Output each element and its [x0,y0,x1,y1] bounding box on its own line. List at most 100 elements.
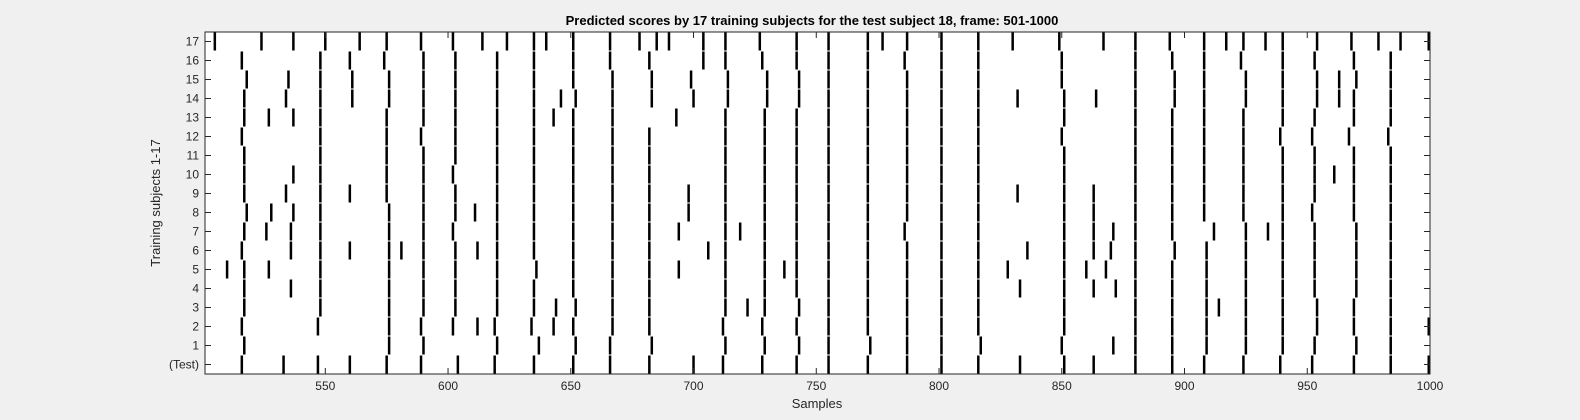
score-mark [571,279,575,298]
score-mark [1315,317,1319,336]
score-mark [761,51,764,70]
score-mark [940,317,943,336]
score-mark [454,70,457,89]
score-mark [692,89,695,108]
score-mark [1202,70,1206,89]
score-mark [866,89,870,108]
score-mark [905,355,909,374]
score-mark [537,336,541,355]
score-mark [611,222,614,241]
score-mark [1281,146,1284,165]
score-mark [1315,89,1319,108]
score-mark [532,184,536,203]
score-mark [1333,165,1336,184]
score-mark [1202,51,1206,70]
score-mark [977,184,980,203]
score-mark [648,355,651,374]
score-mark [240,127,244,146]
score-mark [243,165,246,184]
score-mark [905,165,909,184]
score-mark [1281,241,1284,260]
score-mark [977,127,980,146]
score-mark [758,32,762,51]
score-mark [940,336,943,355]
score-mark [608,32,612,51]
score-mark [1062,260,1066,279]
score-mark [419,355,423,374]
score-mark [554,298,558,317]
score-mark [1350,32,1353,51]
chart-title: Predicted scores by 17 training subjects… [566,13,1059,28]
score-mark [940,355,943,374]
score-mark [422,336,425,355]
score-mark [1244,298,1248,317]
score-mark [282,355,285,374]
score-mark [1337,70,1341,89]
score-mark [905,108,909,127]
score-mark [1062,279,1066,298]
score-mark [940,51,943,70]
score-mark [692,355,695,374]
score-mark [608,336,612,355]
score-mark [351,89,354,108]
score-mark [1170,279,1174,298]
score-mark [1062,203,1066,222]
score-mark [1242,355,1245,374]
score-mark [493,355,496,374]
score-mark [724,336,727,355]
score-mark [1244,222,1248,241]
score-mark [648,51,651,70]
score-mark [1092,241,1095,260]
score-mark [571,146,575,165]
score-mark [571,241,575,260]
y-tick-label: 7 [192,225,199,239]
score-mark [977,108,980,127]
score-mark [387,241,391,260]
score-mark [905,203,909,222]
score-mark [1389,89,1392,108]
score-mark [1202,146,1206,165]
score-mark [763,108,766,127]
x-axis-ticks: 550 600 650 700 750 800 850 900 950 1000 [315,32,1444,393]
score-mark [292,165,295,184]
score-mark [1217,298,1221,317]
score-mark [827,51,830,70]
score-mark [1389,51,1392,70]
score-mark [638,32,641,51]
score-mark [1264,32,1267,51]
score-mark [319,184,322,203]
score-mark [422,184,425,203]
score-mark [689,70,693,89]
score-mark [454,89,457,108]
score-mark [284,89,288,108]
score-mark [763,298,766,317]
score-mark [316,355,320,374]
score-mark [940,70,943,89]
score-mark [385,146,388,165]
score-mark [1202,203,1206,222]
score-mark [1205,241,1208,260]
score-mark [905,336,909,355]
score-mark [724,203,727,222]
score-mark [451,32,455,51]
score-mark [1134,203,1137,222]
score-mark [977,279,980,298]
score-mark [1134,32,1137,51]
score-mark [724,298,727,317]
score-mark [940,260,943,279]
score-mark [422,279,425,298]
x-tick-label: 650 [561,379,581,393]
score-mark [1244,336,1248,355]
score-mark [1313,51,1316,70]
score-mark [319,165,322,184]
score-mark [552,317,555,336]
score-mark [387,279,391,298]
score-mark [1134,336,1137,355]
score-mark [319,260,322,279]
score-mark [1170,184,1174,203]
y-tick-label: 15 [186,73,200,87]
score-mark [1202,355,1206,374]
score-mark [1281,317,1284,336]
score-mark [1242,32,1245,51]
score-mark [422,298,425,317]
